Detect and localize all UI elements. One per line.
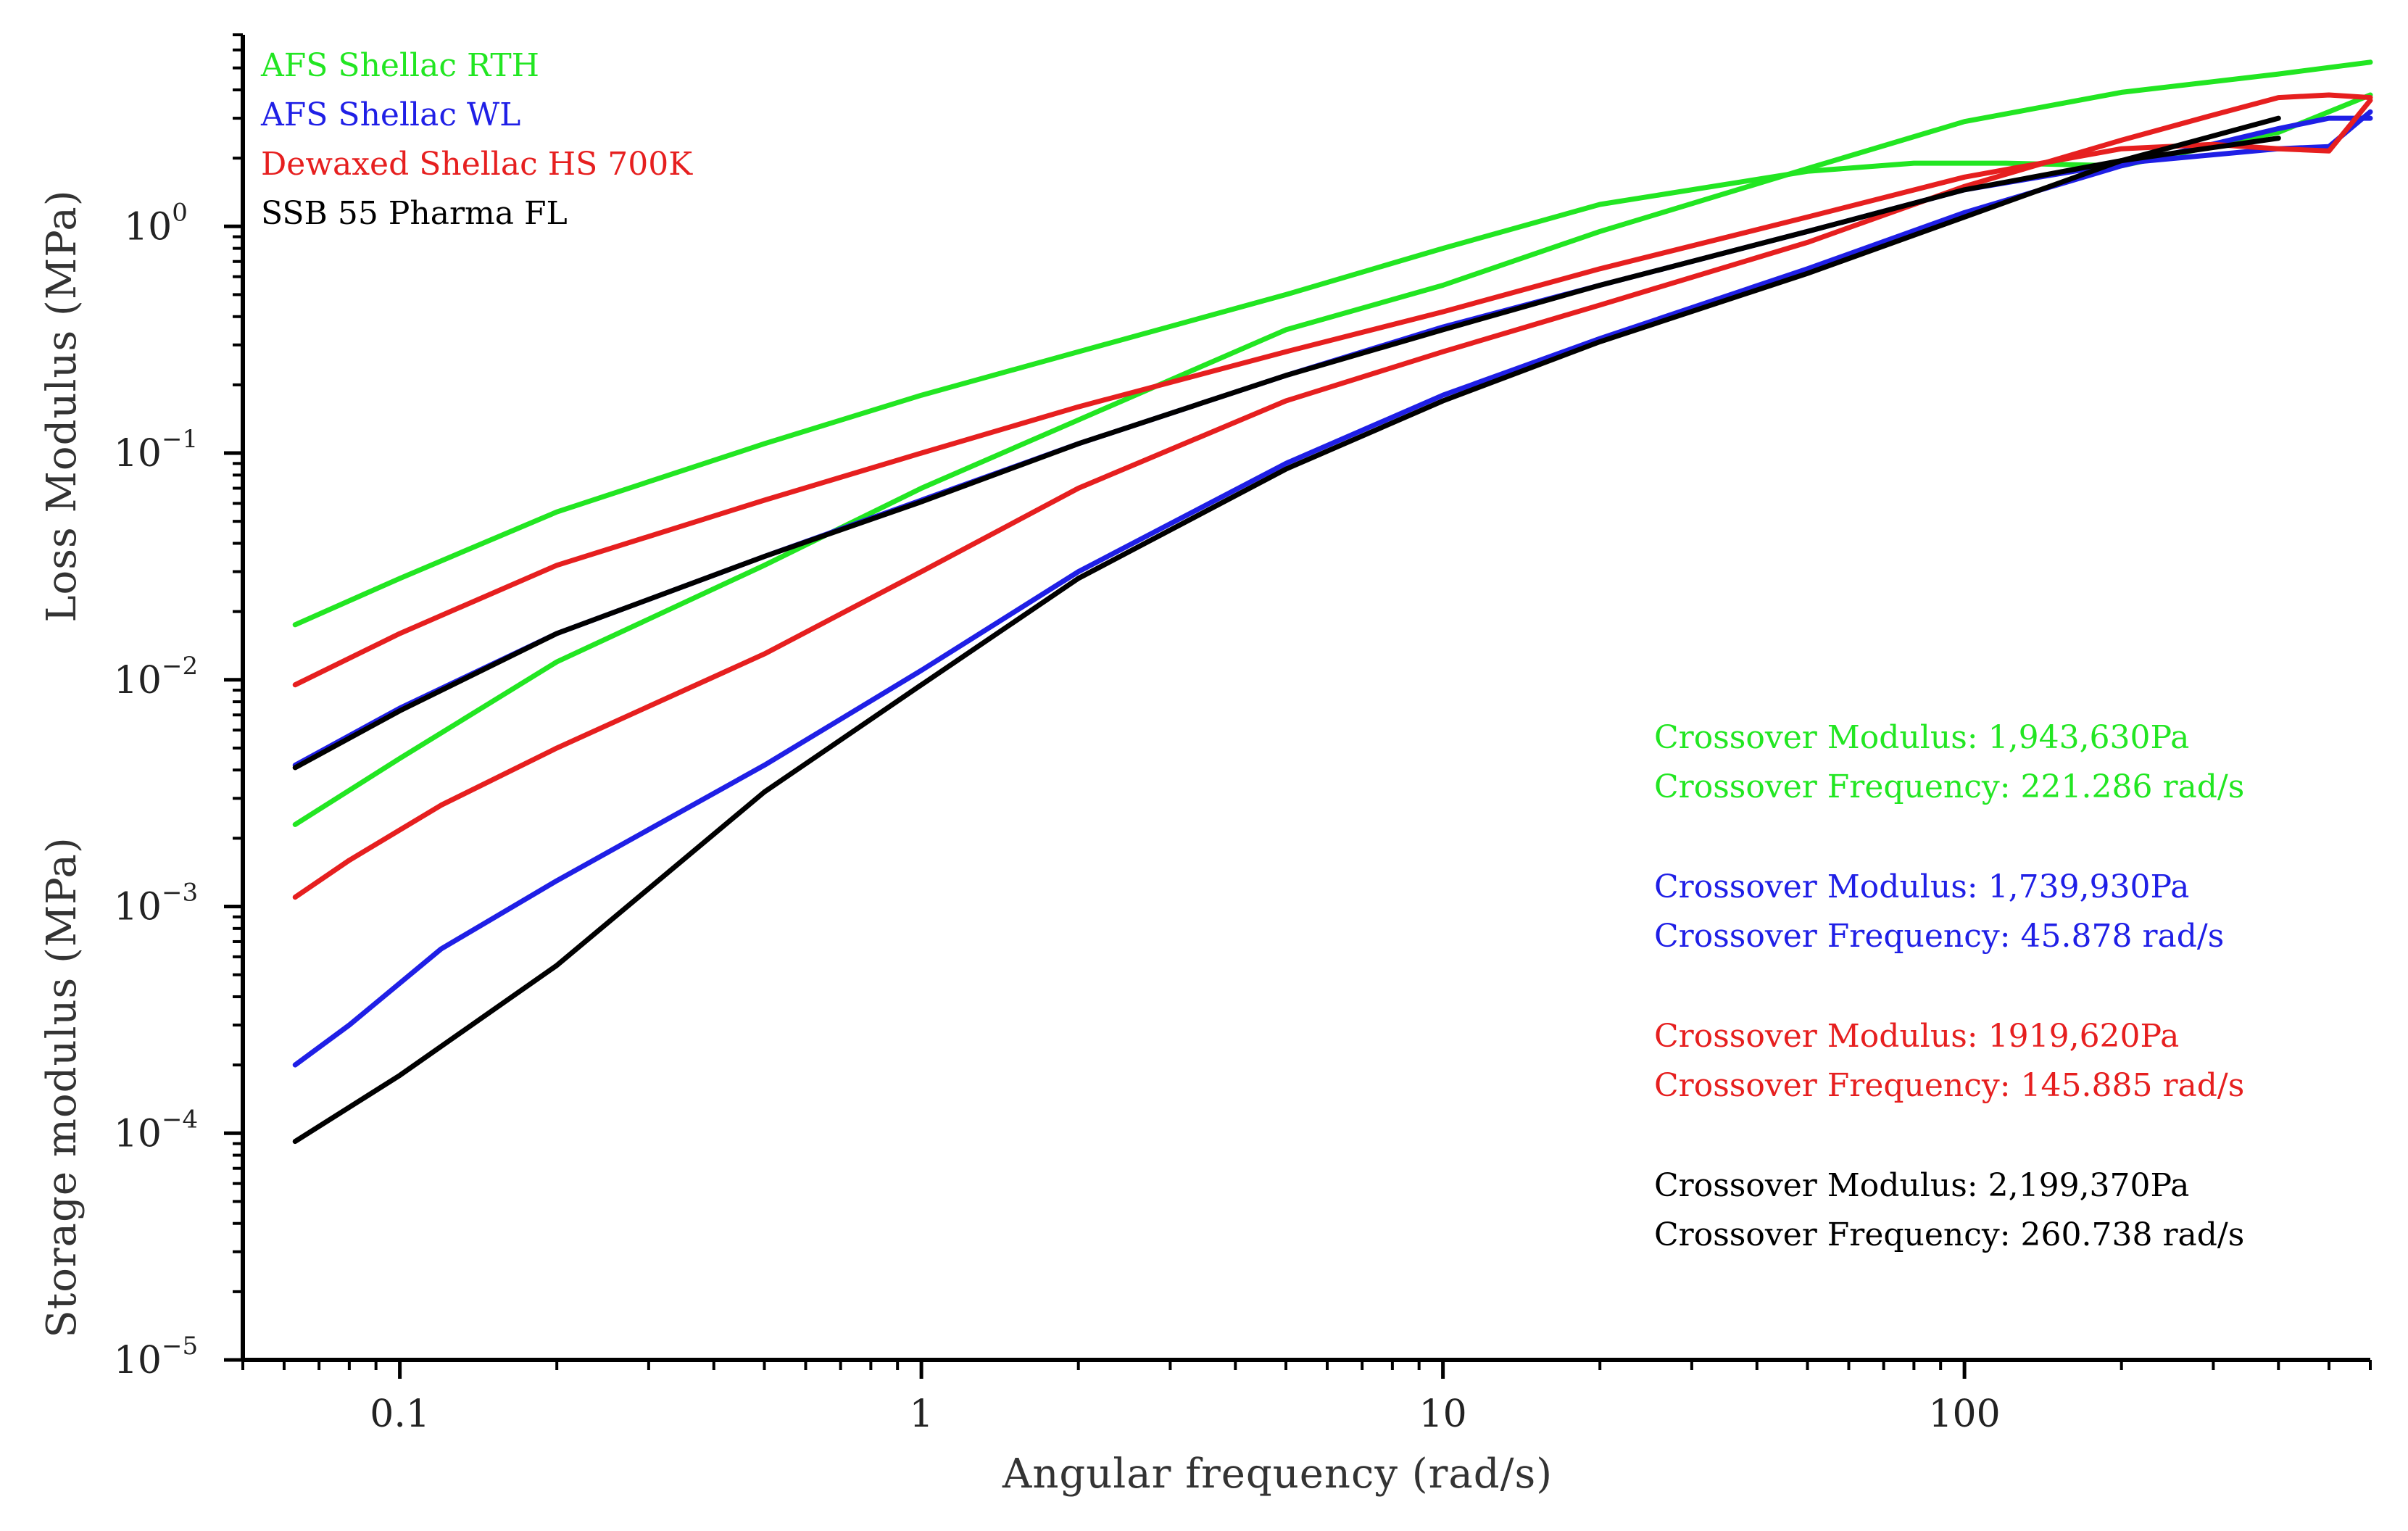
annotation-text: Crossover Frequency: 45.878 rad/s <box>1654 918 2224 955</box>
series-line-loss-3 <box>292 136 2281 771</box>
series-line-loss-1 <box>292 109 2373 768</box>
y-tick-label: 10−2 <box>114 652 198 702</box>
y-tick-label: 10−3 <box>114 879 198 929</box>
series-line-storage-3 <box>292 115 2281 1145</box>
annotation-text: Crossover Modulus: 2,199,370Pa <box>1654 1167 2189 1204</box>
annotation-text: Crossover Frequency: 260.738 rad/s <box>1654 1216 2244 1253</box>
axes-layer: 0.1 1 10 100 100 10−1 10−2 10−3 10−4 10−5 <box>114 33 2372 1436</box>
x-tick-label: 1 <box>910 1393 934 1436</box>
series-line-storage-0 <box>292 59 2373 827</box>
legend-entry: AFS Shellac WL <box>260 96 520 133</box>
x-axis-title: Angular frequency (rad/s) <box>1002 1451 1553 1498</box>
y-tick-label: 10−1 <box>114 425 198 476</box>
y-axis-title-storage: Storage modulus (MPa) <box>38 837 86 1337</box>
labels-layer: Angular frequency (rad/s) Loss Modulus (… <box>38 189 1553 1498</box>
annotation-text: Crossover Modulus: 1919,620Pa <box>1654 1018 2179 1055</box>
series-layer <box>292 59 2373 1145</box>
series-line-loss-0 <box>292 92 2373 628</box>
y-tick-label: 10−5 <box>114 1332 198 1382</box>
series-line-storage-2 <box>292 92 2373 900</box>
series-line-loss-2 <box>292 97 2373 688</box>
x-tick-label: 100 <box>1928 1393 2000 1436</box>
crossover-annotations: Crossover Modulus: 1,943,630Pa Crossover … <box>1654 719 2244 1253</box>
annotation-text: Crossover Frequency: 221.286 rad/s <box>1654 768 2244 805</box>
annotation-text: Crossover Frequency: 145.885 rad/s <box>1654 1067 2244 1104</box>
x-tick-label: 10 <box>1419 1393 1467 1436</box>
y-tick-label: 100 <box>124 198 188 249</box>
legend: AFS Shellac RTH AFS Shellac WL Dewaxed She… <box>260 47 693 232</box>
legend-entry: AFS Shellac RTH <box>260 47 539 84</box>
annotation-text: Crossover Modulus: 1,739,930Pa <box>1654 868 2189 905</box>
legend-entry: SSB 55 Pharma FL <box>261 195 568 232</box>
y-axis-title-loss: Loss Modulus (MPa) <box>38 189 86 622</box>
y-tick-label: 10−4 <box>114 1105 198 1155</box>
annotation-text: Crossover Modulus: 1,943,630Pa <box>1654 719 2189 756</box>
legend-entry: Dewaxed Shellac HS 700K <box>261 146 693 183</box>
x-tick-label: 0.1 <box>370 1393 430 1436</box>
